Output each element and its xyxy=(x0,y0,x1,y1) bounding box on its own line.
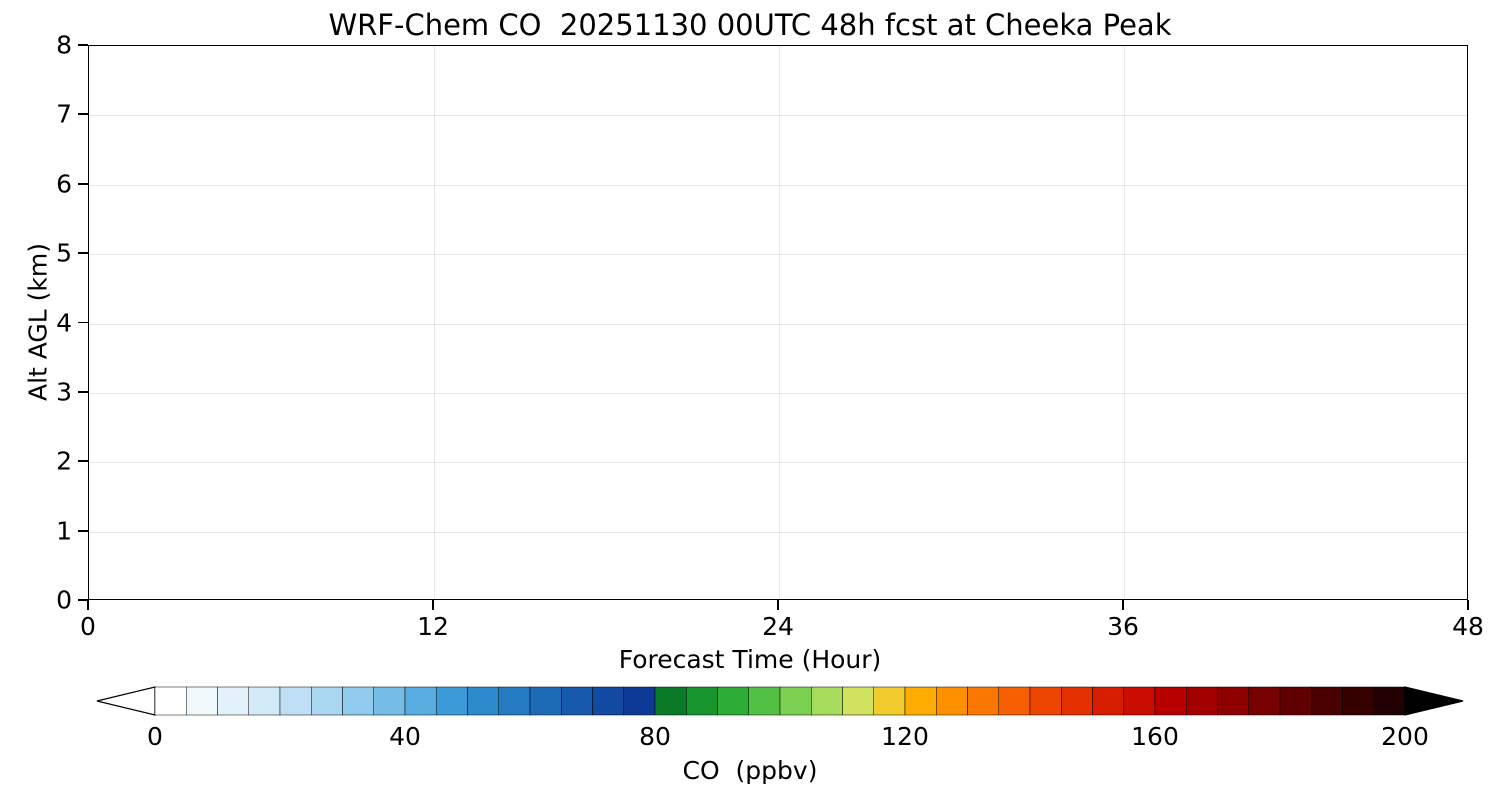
y-tick-mark xyxy=(78,390,88,393)
colorbar-segment xyxy=(1248,686,1281,716)
colorbar-segment xyxy=(811,686,843,716)
y-tick-mark xyxy=(78,44,88,46)
colorbar-segment xyxy=(498,686,531,716)
h-gridline xyxy=(89,254,1467,256)
colorbar-segment xyxy=(779,686,812,716)
x-axis-label: Forecast Time (Hour) xyxy=(618,645,882,674)
colorbar-tick-label: 40 xyxy=(389,722,421,751)
colorbar-tick-label: 160 xyxy=(1131,722,1179,751)
y-tick-label: 5 xyxy=(56,238,72,268)
colorbar-segment xyxy=(1217,686,1249,716)
colorbar-tick-label: 0 xyxy=(147,722,163,751)
y-tick-mark xyxy=(78,113,88,116)
y-tick-mark xyxy=(78,529,88,532)
h-gridline xyxy=(89,184,1467,186)
colorbar-segment xyxy=(1311,686,1343,716)
x-tick-label: 12 xyxy=(417,612,449,641)
y-tick-label: 0 xyxy=(56,585,72,615)
colorbar-segment xyxy=(998,686,1031,716)
y-tick-mark xyxy=(78,252,88,255)
y-tick-label: 4 xyxy=(56,308,72,337)
y-tick-label: 7 xyxy=(56,99,72,129)
y-tick-label: 6 xyxy=(56,169,72,199)
colorbar-segment xyxy=(748,686,781,716)
colorbar-segment xyxy=(1279,686,1312,716)
colorbar-segment xyxy=(842,686,874,716)
y-tick-label: 1 xyxy=(56,516,72,546)
colorbar-segment xyxy=(154,686,187,716)
chart-title: WRF-Chem CO 20251130 00UTC 48h fcst at C… xyxy=(328,8,1172,42)
colorbar-segment xyxy=(373,686,406,716)
colorbar-segment xyxy=(311,686,343,716)
x-tick-mark xyxy=(432,600,434,610)
colorbar-segment xyxy=(279,686,312,716)
colorbar-segment xyxy=(1123,686,1156,716)
y-tick-label: 2 xyxy=(56,446,72,476)
colorbar-segment xyxy=(623,686,656,716)
colorbar-segment xyxy=(1061,686,1093,716)
colorbar-segment xyxy=(467,686,499,716)
h-gridline xyxy=(89,462,1467,464)
colorbar-tick-label: 200 xyxy=(1381,722,1429,751)
colorbar-segment xyxy=(936,686,968,716)
h-gridline xyxy=(89,323,1467,325)
y-tick-label: 8 xyxy=(56,30,72,60)
y-tick-mark xyxy=(78,599,88,601)
colorbar-under-arrow xyxy=(96,686,156,716)
colorbar-segment xyxy=(686,686,718,716)
colorbar-segment xyxy=(1186,686,1218,716)
x-tick-label: 36 xyxy=(1107,612,1139,641)
colorbar-segment xyxy=(717,686,749,716)
colorbar-segment xyxy=(654,686,687,716)
colorbar-segment xyxy=(1342,686,1374,716)
colorbar-segment xyxy=(904,686,937,716)
colorbar-segment xyxy=(404,686,437,716)
colorbar-segment xyxy=(217,686,249,716)
colorbar-over-arrow xyxy=(1404,686,1464,716)
colorbar-segment xyxy=(436,686,468,716)
colorbar-segment xyxy=(592,686,624,716)
x-tick-label: 48 xyxy=(1452,612,1484,641)
x-tick-label: 0 xyxy=(80,612,96,641)
h-gridline xyxy=(89,392,1467,394)
colorbar-segment xyxy=(1154,686,1187,716)
colorbar-segment xyxy=(186,686,218,716)
v-gridline xyxy=(434,46,435,599)
plot-area xyxy=(88,45,1468,600)
colorbar-segment xyxy=(342,686,374,716)
colorbar-segment xyxy=(529,686,562,716)
colorbar-tick-label: 80 xyxy=(639,722,671,751)
y-tick-mark xyxy=(78,460,88,463)
x-tick-mark xyxy=(87,600,89,610)
colorbar-segment xyxy=(248,686,281,716)
h-gridline xyxy=(89,115,1467,117)
x-tick-mark xyxy=(1467,600,1469,610)
colorbar-label: CO (ppbv) xyxy=(682,756,818,785)
colorbar-segment xyxy=(561,686,593,716)
colorbar xyxy=(96,686,1464,716)
colorbar-tick-label: 120 xyxy=(881,722,929,751)
x-tick-mark xyxy=(777,600,779,610)
colorbar-segment xyxy=(873,686,906,716)
colorbar-segment xyxy=(1029,686,1062,716)
colorbar-segment xyxy=(1373,686,1406,716)
x-tick-label: 24 xyxy=(762,612,794,641)
colorbar-segment xyxy=(1092,686,1124,716)
h-gridline xyxy=(89,531,1467,533)
y-tick-mark xyxy=(78,321,88,324)
x-tick-mark xyxy=(1122,600,1124,610)
v-gridline xyxy=(1124,46,1125,599)
y-tick-mark xyxy=(78,182,88,185)
colorbar-segment xyxy=(967,686,999,716)
v-gridline xyxy=(779,46,780,599)
y-tick-label: 3 xyxy=(56,377,72,407)
